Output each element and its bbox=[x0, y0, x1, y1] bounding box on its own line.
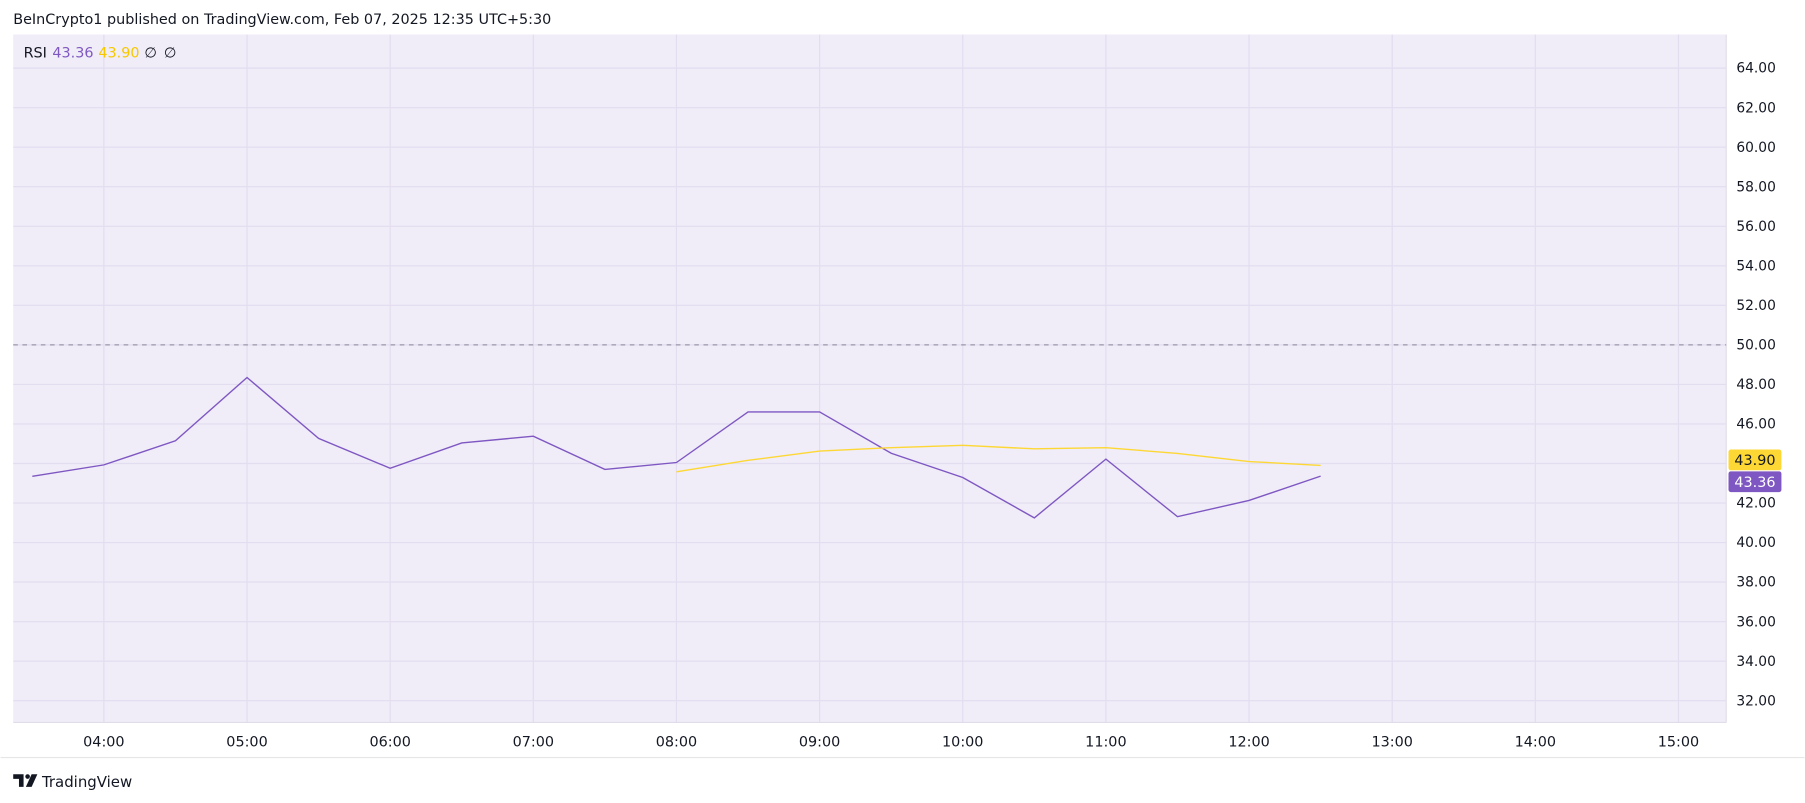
y-tick-label: 58.00 bbox=[1736, 179, 1776, 195]
last-value-label: 43.36 bbox=[1734, 475, 1775, 491]
y-tick-label: 32.00 bbox=[1736, 693, 1776, 709]
last-value-badge bbox=[1728, 449, 1782, 471]
series-line bbox=[32, 376, 1321, 519]
series-line bbox=[676, 444, 1321, 473]
footer-rule bbox=[0, 756, 1805, 759]
y-tick-label: 60.00 bbox=[1736, 140, 1776, 156]
x-tick-label: 04:00 bbox=[83, 735, 124, 751]
last-value-label: 43.90 bbox=[1734, 453, 1775, 469]
brand-logo bbox=[13, 774, 38, 787]
x-tick-label: 06:00 bbox=[369, 735, 410, 751]
y-tick-label: 62.00 bbox=[1736, 100, 1776, 116]
y-tick-label: 56.00 bbox=[1736, 219, 1776, 235]
y-tick-label: 64.00 bbox=[1736, 61, 1776, 77]
plot-area bbox=[13, 34, 1727, 723]
legend-extra: ∅ bbox=[164, 46, 177, 62]
x-tick-label: 14:00 bbox=[1515, 735, 1556, 751]
y-tick-label: 48.00 bbox=[1736, 377, 1776, 393]
header-title: BeInCrypto1 published on TradingView.com… bbox=[13, 12, 551, 28]
legend-value: 43.90 bbox=[98, 46, 139, 62]
legend-label: RSI bbox=[24, 46, 47, 62]
x-tick-label: 10:00 bbox=[942, 735, 983, 751]
x-tick-label: 09:00 bbox=[799, 735, 840, 751]
y-tick-label: 34.00 bbox=[1736, 654, 1776, 670]
x-tick-label: 13:00 bbox=[1371, 735, 1412, 751]
y-tick-label: 38.00 bbox=[1736, 575, 1776, 591]
legend-extra: ∅ bbox=[144, 46, 157, 62]
y-tick-label: 40.00 bbox=[1736, 535, 1776, 551]
y-tick-label: 52.00 bbox=[1736, 298, 1776, 314]
y-tick-label: 36.00 bbox=[1736, 614, 1776, 630]
y-tick-label: 54.00 bbox=[1736, 258, 1776, 274]
brand-name: TradingView bbox=[41, 773, 132, 791]
x-tick-label: 12:00 bbox=[1228, 735, 1269, 751]
y-tick-label: 50.00 bbox=[1736, 337, 1776, 353]
y-tick-label: 42.00 bbox=[1736, 496, 1776, 512]
last-value-badge bbox=[1728, 471, 1782, 493]
y-tick-label: 46.00 bbox=[1736, 417, 1776, 433]
x-tick-label: 07:00 bbox=[513, 735, 554, 751]
legend-value: 43.36 bbox=[52, 46, 93, 62]
x-tick-label: 11:00 bbox=[1085, 735, 1126, 751]
x-tick-label: 05:00 bbox=[226, 735, 267, 751]
x-tick-label: 15:00 bbox=[1658, 735, 1699, 751]
x-tick-label: 08:00 bbox=[656, 735, 697, 751]
